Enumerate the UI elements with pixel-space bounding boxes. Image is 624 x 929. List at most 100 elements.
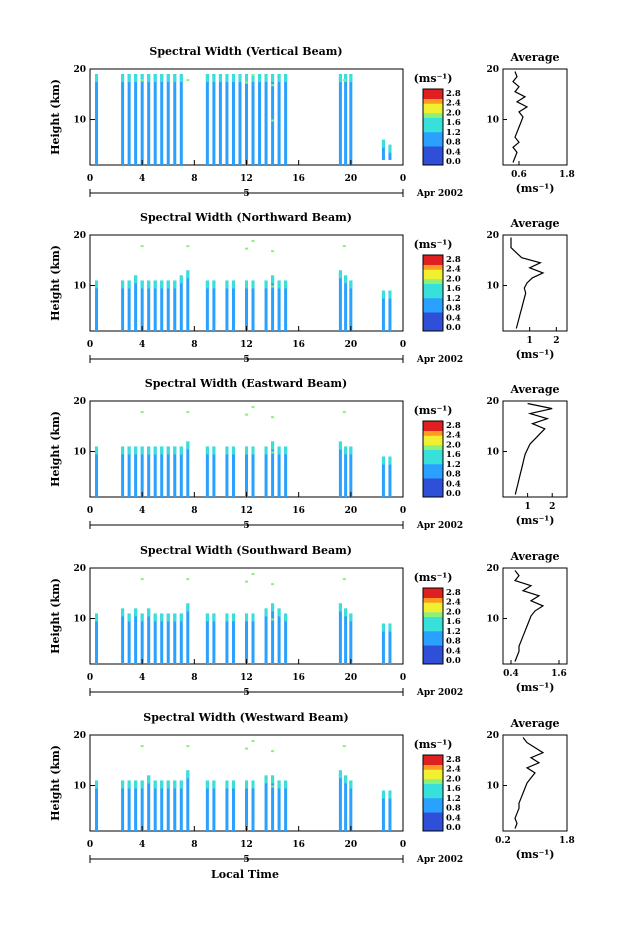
data-column: [121, 780, 125, 831]
data-column-top: [284, 613, 288, 622]
average-frame: [502, 567, 568, 665]
data-column: [344, 446, 348, 497]
data-column-top: [225, 446, 229, 455]
colorbar-segment: [423, 468, 443, 474]
colorbar-tick-label: 2.4: [446, 265, 461, 275]
colorbar-segment: [423, 89, 443, 95]
data-column: [134, 608, 138, 664]
colorbar-segment: [423, 150, 443, 156]
data-column: [225, 280, 229, 331]
data-column: [245, 780, 248, 831]
data-column-top: [205, 74, 209, 83]
data-column: [173, 280, 177, 331]
day-label: 5: [243, 688, 249, 698]
y-axis-label: Height (km): [49, 411, 62, 487]
data-column-top: [245, 613, 248, 622]
data-column-top: [264, 775, 268, 784]
colorbar-segment: [423, 136, 443, 142]
colorbar-segment: [423, 654, 443, 660]
data-column-top: [134, 275, 138, 284]
data-column-top: [264, 608, 268, 617]
colorbar-unit: (ms⁻¹): [414, 571, 453, 584]
data-column-top: [160, 780, 164, 789]
data-column: [173, 446, 177, 497]
average-y-tick-label: 20: [486, 65, 499, 75]
data-column: [245, 280, 248, 331]
data-point: [271, 750, 275, 753]
colorbar-tick-label: 2.0: [446, 108, 461, 118]
data-column: [205, 446, 209, 497]
month-label: Apr 2002: [416, 355, 463, 365]
panel-title: Spectral Width (Eastward Beam): [145, 377, 347, 390]
data-column-top: [166, 280, 170, 289]
colorbar-segment: [423, 103, 443, 109]
data-column: [349, 780, 353, 831]
x-tick-label: 12: [240, 840, 253, 850]
colorbar-segment: [423, 492, 443, 498]
y-axis-label: Height (km): [49, 745, 62, 821]
data-point: [186, 79, 190, 82]
colorbar-segment: [423, 160, 443, 166]
day-label: 5: [243, 855, 249, 865]
colorbar-segment: [423, 821, 443, 827]
data-column-top: [338, 441, 342, 450]
data-column: [277, 780, 281, 831]
colorbar-segment: [423, 444, 443, 450]
colorbar-segment: [423, 459, 443, 465]
data-column: [344, 275, 348, 331]
colorbar-segment: [423, 425, 443, 431]
data-column-top: [127, 74, 131, 83]
colorbar-segment: [423, 98, 443, 104]
colorbar-tick-label: 1.2: [446, 627, 461, 637]
data-column: [388, 456, 392, 497]
data-column: [381, 456, 385, 497]
colorbar-segment: [423, 454, 443, 460]
colorbar-segment: [423, 255, 443, 261]
data-column: [166, 780, 170, 831]
x-tick-label: 4: [139, 840, 145, 850]
colorbar-segment: [423, 659, 443, 665]
data-column: [251, 74, 255, 165]
data-column: [160, 780, 164, 831]
data-column: [140, 613, 144, 664]
month-label: Apr 2002: [416, 521, 463, 531]
data-column-top: [231, 780, 235, 789]
colorbar-tick-label: 0.4: [446, 147, 461, 157]
data-column: [147, 775, 151, 831]
data-column-top: [251, 74, 255, 83]
x-tick-label: 0: [87, 174, 93, 184]
data-point: [140, 745, 144, 748]
data-column: [179, 780, 183, 831]
colorbar-segment: [423, 430, 443, 436]
x-tick-label: 0: [87, 340, 93, 350]
data-column: [225, 446, 229, 497]
data-column-top: [127, 613, 131, 622]
colorbar-segment: [423, 778, 443, 784]
data-point: [186, 745, 190, 748]
data-column-top: [225, 280, 229, 289]
data-column-top: [251, 280, 255, 289]
data-point: [245, 747, 248, 750]
data-column: [338, 74, 342, 165]
data-column-top: [95, 780, 99, 789]
x-tick-label: 12: [240, 340, 253, 350]
average-profile-line: [513, 570, 545, 662]
data-column: [121, 280, 125, 331]
average-title: Average: [509, 217, 559, 230]
x-tick-label: 12: [240, 673, 253, 683]
data-column: [153, 446, 157, 497]
data-column: [258, 74, 262, 165]
colorbar-segment: [423, 482, 443, 488]
y-axis-label: Height (km): [49, 245, 62, 321]
data-column-top: [388, 623, 392, 632]
data-column: [95, 446, 99, 497]
data-column-top: [349, 613, 353, 622]
data-point: [140, 578, 144, 581]
average-profile-line: [514, 402, 553, 495]
data-point: [140, 79, 144, 82]
x-tick-label: 12: [240, 174, 253, 184]
average-y-tick-label: 20: [486, 231, 499, 241]
x-tick-label: 20: [345, 506, 358, 516]
colorbar-tick-label: 1.6: [446, 617, 461, 627]
average-unit: (ms⁻¹): [516, 681, 555, 694]
